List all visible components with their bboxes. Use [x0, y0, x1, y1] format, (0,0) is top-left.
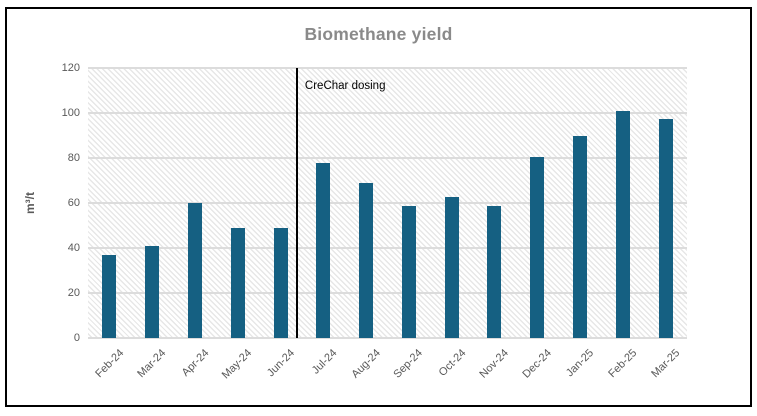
x-tick-label-Sep-24: Sep-24: [391, 347, 426, 381]
bar-Mar-25: [658, 118, 673, 338]
x-axis-line: [88, 337, 687, 339]
bar-Apr-24: [187, 203, 202, 338]
bar-Aug-24: [359, 182, 374, 338]
x-tick-label-Dec-24: Dec-24: [520, 347, 554, 381]
bar-May-24: [230, 227, 245, 338]
x-tick-label-Mar-25: Mar-25: [648, 347, 683, 381]
bar-Jun-24: [273, 227, 288, 338]
y-tick-label-0: 0: [73, 332, 80, 344]
gridline-40: [88, 247, 687, 249]
x-tick-label-Apr-24: Apr-24: [179, 347, 212, 379]
gridline-60: [88, 202, 687, 204]
bar-Sep-24: [401, 206, 416, 338]
x-tick-label-Feb-25: Feb-25: [606, 347, 640, 381]
x-tick-label-Feb-24: Feb-24: [92, 347, 126, 381]
x-tick-label-Jan-25: Jan-25: [564, 347, 597, 380]
x-tick-label-May-24: May-24: [219, 347, 255, 382]
y-tick-label-40: 40: [67, 242, 80, 254]
plot-area: CreChar dosing: [88, 67, 687, 339]
annotation-label: CreChar dosing: [304, 80, 386, 92]
y-tick-label-60: 60: [67, 197, 80, 209]
y-tick-label-80: 80: [67, 152, 80, 164]
bar-Nov-24: [487, 206, 502, 338]
bar-Feb-25: [615, 110, 630, 338]
annotation-line: [295, 68, 298, 338]
y-tick-label-120: 120: [61, 62, 80, 74]
x-tick-label-Aug-24: Aug-24: [349, 347, 383, 381]
chart-title: Biomethane yield: [304, 24, 453, 44]
chart-frame: Biomethane yield m³/t 0 20 40 60 80 100 120 Cr…: [5, 7, 752, 407]
y-axis-title-text: m³/t: [23, 192, 37, 214]
gridline-80: [88, 157, 687, 159]
bar-Jan-25: [573, 135, 588, 338]
bar-Oct-24: [444, 197, 459, 338]
x-tick-label-Oct-24: Oct-24: [436, 347, 469, 379]
y-tick-label-100: 100: [61, 107, 80, 119]
x-tick-label-Nov-24: Nov-24: [477, 347, 511, 381]
x-tick-label-Jul-24: Jul-24: [310, 347, 340, 377]
gridline-20: [88, 292, 687, 294]
y-tick-label-20: 20: [67, 287, 80, 299]
bar-Feb-24: [102, 254, 117, 338]
bar-Jul-24: [316, 162, 331, 338]
x-tick-label-Jun-24: Jun-24: [264, 347, 298, 380]
x-tick-label-Mar-24: Mar-24: [135, 347, 169, 381]
gridline-120: [88, 67, 687, 69]
gridline-100: [88, 112, 687, 114]
bar-Mar-24: [145, 245, 160, 338]
bar-Dec-24: [530, 156, 545, 338]
